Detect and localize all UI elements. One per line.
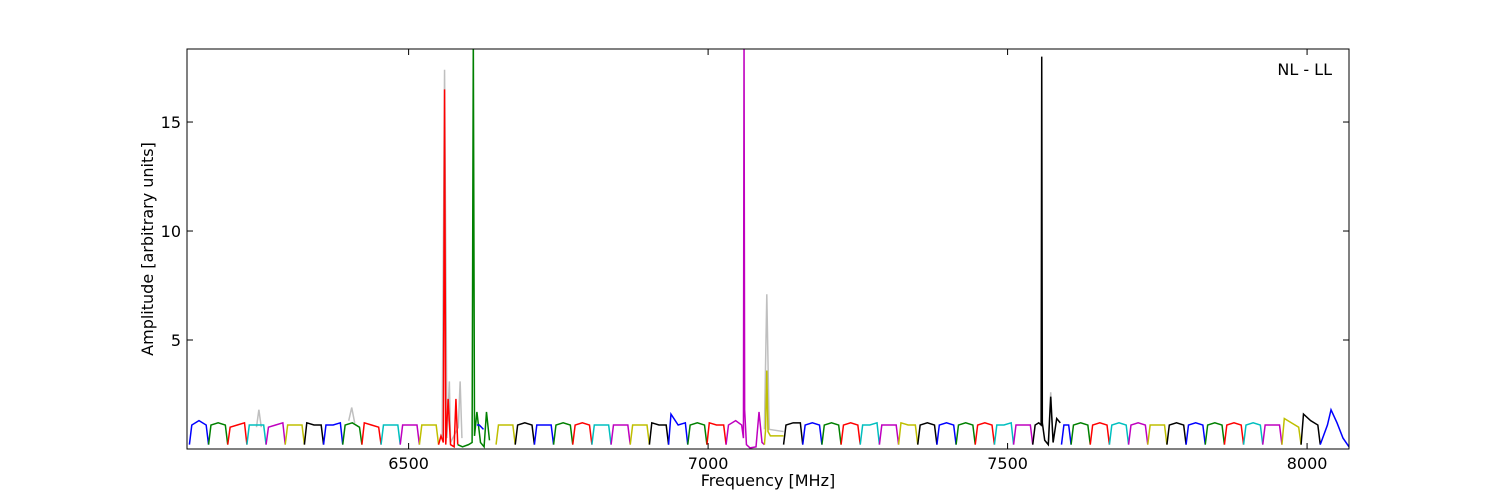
spectrum-line — [514, 422, 536, 445]
spectrum-line — [974, 422, 996, 445]
spectrum-line — [226, 421, 248, 445]
spectrum-line — [1242, 422, 1264, 445]
spectrum-line — [840, 422, 861, 445]
y-axis-label: Amplitude [arbitrary units] — [138, 142, 157, 356]
spectrum-line — [1012, 424, 1034, 445]
spectrum-line — [1223, 422, 1245, 445]
spectrum-line — [686, 422, 708, 445]
spectrum-line — [725, 49, 765, 449]
spectrum-line — [648, 421, 670, 445]
spectrum-line — [303, 421, 325, 445]
spectrum-line — [552, 422, 574, 445]
spectrum-line — [1127, 422, 1149, 445]
x-tick-label: 8000 — [1287, 454, 1328, 473]
background-line — [255, 69, 1054, 443]
plot-lines — [188, 49, 1349, 449]
spectrum-line — [361, 421, 382, 445]
y-tick-label: 15 — [161, 113, 181, 132]
spectrum-line — [993, 421, 1015, 445]
spectrum-line — [1147, 424, 1168, 445]
spectrum-line — [1281, 417, 1302, 445]
x-tick-label: 7000 — [688, 454, 729, 473]
spectrum-line — [667, 411, 689, 445]
spectrum-line — [955, 422, 976, 445]
spectrum-line — [533, 424, 555, 445]
plot-frame — [186, 48, 1350, 450]
spectrum-line — [246, 424, 267, 445]
spectrum-line — [341, 422, 363, 445]
spectrum-line — [629, 424, 651, 445]
spectrum-line — [591, 424, 612, 445]
y-tick-label: 5 — [171, 331, 181, 350]
spectrum-line — [380, 424, 401, 445]
spectrum-line — [437, 89, 459, 449]
spectrum-line — [763, 370, 784, 445]
spectrum-line — [571, 422, 593, 445]
spectrum-line — [859, 421, 881, 445]
spectrum-line — [1185, 422, 1206, 445]
spectrum-line — [495, 424, 516, 445]
spectrum-line — [188, 419, 210, 445]
x-axis-label: Frequency [MHz] — [701, 471, 835, 490]
spectrum-line — [265, 421, 286, 445]
spectrum-line — [801, 422, 823, 445]
spectrum-line — [284, 424, 306, 445]
spectrum-line — [1262, 424, 1283, 445]
spectrum-line — [897, 421, 919, 445]
spectrum-line — [821, 422, 842, 445]
spectrum-line — [1166, 422, 1187, 445]
x-tick-label: 6500 — [388, 454, 429, 473]
spectrum-line — [1070, 422, 1091, 445]
spectrum-line — [782, 422, 804, 445]
spectrum-line — [1319, 407, 1349, 448]
spectrum-line — [706, 421, 727, 445]
spectrum-line — [399, 424, 421, 445]
spectrum-line — [610, 424, 631, 445]
spectrum-line — [476, 424, 485, 430]
y-tick-label: 10 — [161, 222, 181, 241]
spectrum-line — [457, 49, 491, 449]
spectrum-line — [1204, 422, 1226, 445]
x-tick-label: 7500 — [987, 454, 1028, 473]
spectrum-line — [1300, 412, 1321, 445]
spectrum-line — [207, 422, 229, 445]
spectrum-line — [418, 424, 440, 445]
annotation: NL - LL — [1277, 60, 1332, 79]
spectrum-line — [878, 424, 900, 445]
spectrum-line — [916, 422, 938, 445]
spectrum-line — [1060, 424, 1072, 445]
spectrum-line — [1089, 422, 1111, 445]
spectrum-line — [1108, 422, 1130, 445]
spectrum-line — [1031, 56, 1061, 447]
spectrum-line — [936, 422, 957, 445]
spectrum-line — [322, 421, 344, 445]
